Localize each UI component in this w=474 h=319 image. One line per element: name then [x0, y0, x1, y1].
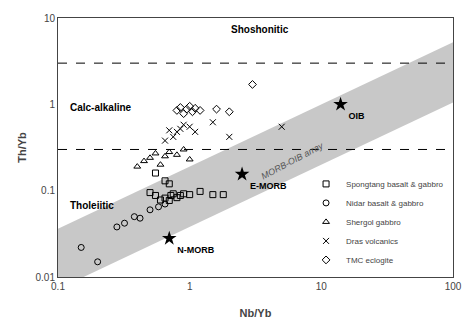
svg-text:Nidar basalt & gabbro: Nidar basalt & gabbro: [346, 199, 424, 208]
svg-text:Calc-alkaline: Calc-alkaline: [70, 102, 132, 113]
svg-text:Nb/Yb: Nb/Yb: [240, 307, 272, 319]
svg-text:Shoshonitic: Shoshonitic: [231, 24, 289, 35]
svg-text:10: 10: [44, 13, 56, 24]
svg-text:Th/Yb: Th/Yb: [16, 132, 28, 163]
svg-text:Dras volcanics: Dras volcanics: [346, 237, 398, 246]
svg-text:N-MORB: N-MORB: [177, 245, 214, 255]
svg-text:100: 100: [445, 281, 462, 292]
svg-text:Spongtang basalt & gabbro: Spongtang basalt & gabbro: [346, 180, 444, 189]
svg-text:10: 10: [316, 281, 328, 292]
svg-text:MORB-OIB array: MORB-OIB array: [260, 140, 326, 181]
svg-text:E-MORB: E-MORB: [250, 181, 287, 191]
svg-text:1: 1: [187, 281, 193, 292]
svg-text:0.1: 0.1: [41, 185, 55, 196]
svg-text:0.1: 0.1: [51, 281, 65, 292]
svg-text:OIB: OIB: [348, 111, 365, 121]
svg-text:TMC eclogite: TMC eclogite: [346, 256, 394, 265]
svg-text:1: 1: [49, 99, 55, 110]
svg-text:0.01: 0.01: [36, 272, 56, 283]
svg-text:Shergol gabbro: Shergol gabbro: [346, 218, 401, 227]
svg-text:Tholeiitic: Tholeiitic: [70, 200, 114, 211]
